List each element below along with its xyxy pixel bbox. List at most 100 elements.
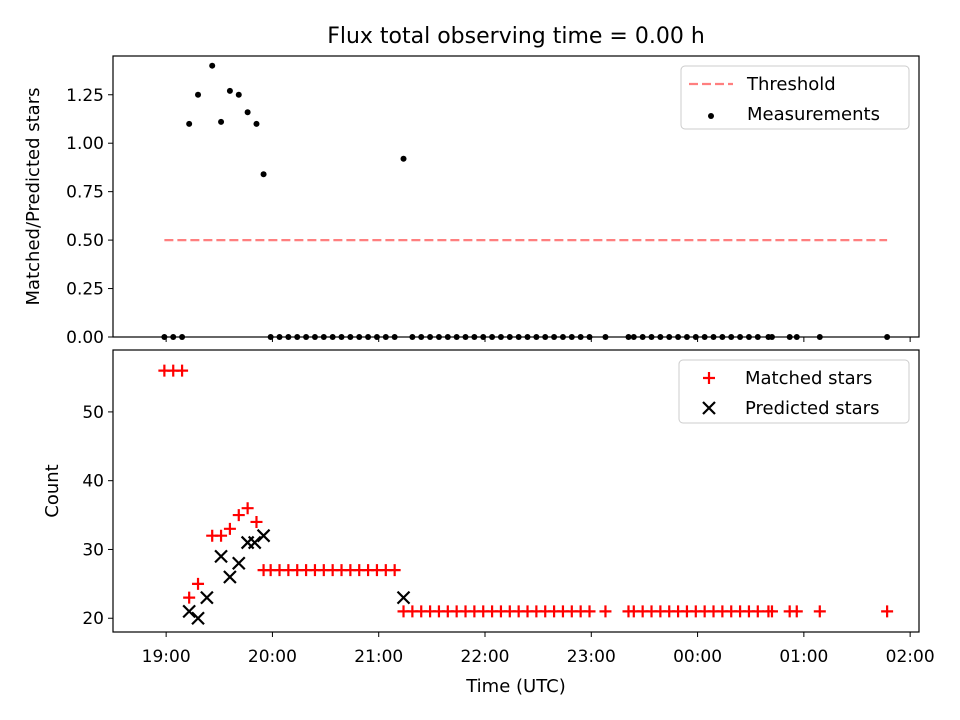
legend-matched-swatch [703,372,715,384]
measurement-point [453,334,460,340]
measurement-point [602,334,609,340]
measurement-point [329,334,336,340]
x-tick-label: 02:00 [886,647,935,667]
measurement-point [285,334,292,340]
measurement-point [209,62,216,69]
legend-box [678,359,910,424]
measurement-point [218,118,225,125]
matched-star-point [765,605,778,618]
matched-star-point [215,529,228,542]
measurement-point [435,334,442,340]
legend: Matched stars Predicted stars [678,359,910,424]
predicted-star-point [223,570,237,584]
measurement-point [244,109,251,116]
matched-star-point [881,605,894,618]
measurement-point [226,87,233,94]
predicted-star-point [396,590,411,605]
x-tick-label: 01:00 [779,647,828,667]
matched-star-point [388,564,401,577]
measurement-point [170,334,177,340]
x-tick-label: 19:00 [142,647,191,667]
measurement-point [793,334,800,340]
measurement-point [418,334,425,340]
measurement-point [719,334,726,340]
measurement-point [657,334,664,340]
matched-star-point [192,577,205,590]
measurement-point [710,334,717,340]
measurement-point [506,334,513,340]
predicted-star-point [182,604,196,619]
measurement-point [303,334,310,340]
plot-frame [112,349,920,633]
measurement-point [444,334,451,340]
legend-label: Threshold [746,74,836,95]
measurement-point [356,334,363,340]
bottom-panel: 20 30 40 50 19:00 20:00 21:00 22:00 23:00 00:00 01… [42,349,935,697]
y-tick-label: 0.75 [66,183,104,203]
measurement-point [489,334,496,340]
measurement-point [365,334,372,340]
matched-star-point [183,591,196,604]
measurement-point [768,334,775,340]
legend-predicted-swatch [702,401,716,415]
x-axis-label: Time (UTC) [465,676,566,697]
measurement-point [754,334,761,340]
measurement-point [551,334,558,340]
y-tick-label: 30 [82,540,104,560]
matched-star-point [223,522,236,535]
measurement-point [260,171,267,178]
measurement-point [728,334,735,340]
measurement-point [568,334,575,340]
measurement-point [253,120,260,127]
measurement-point [347,334,354,340]
predicted-star-point [191,611,205,626]
matched-star-point [250,515,263,528]
measurement-point [480,334,487,340]
legend-label: Measurements [747,104,880,125]
y-tick-label: 0.25 [66,280,104,300]
matched-star-point [813,605,826,618]
measurement-point [276,334,283,340]
measurement-point [577,334,584,340]
measurement-point [737,334,744,340]
measurement-point [666,334,673,340]
measurement-point [179,334,186,340]
measurement-point [524,334,531,340]
measurement-point [311,334,318,340]
y-tick-label: 1.00 [66,134,104,154]
measurement-point [338,334,345,340]
y-tick-label: 0.00 [66,328,104,348]
matched-star-point [751,605,764,618]
measurement-point [373,334,380,340]
measurement-point [625,334,632,340]
measurement-point [683,334,690,340]
matched-star-point [232,509,245,522]
measurement-point [320,334,327,340]
matched-star-point [790,605,803,618]
measurement-point [559,334,566,340]
measurement-point [400,155,407,162]
y-axis-label: Count [42,464,63,517]
top-panel: 0.00 0.25 0.50 0.75 1.00 1.25 Matched/Predicte… [23,55,920,348]
y-axis-label: Matched/Predicted stars [23,88,44,306]
matched-star-point [583,605,596,618]
measurement-point [235,91,242,98]
measurement-point [533,334,540,340]
measurement-point [542,334,549,340]
matched-star-point [599,605,612,618]
x-tick-label: 00:00 [673,647,722,667]
predicted-star-point [214,549,228,564]
measurement-point [409,334,416,340]
chart-title: Flux total observing time = 0.00 h [327,24,705,49]
measurement-point [195,91,202,98]
y-tick-label: 40 [82,472,104,492]
measurement-point [497,334,504,340]
measurement-point [692,334,699,340]
matched-star-point [241,502,254,515]
predicted-star-point [256,528,271,543]
measurement-point [515,334,522,340]
legend-measurements-swatch [708,113,714,119]
measurement-point [586,334,593,340]
measurement-point [161,334,168,340]
x-tick-label: 22:00 [461,647,510,667]
